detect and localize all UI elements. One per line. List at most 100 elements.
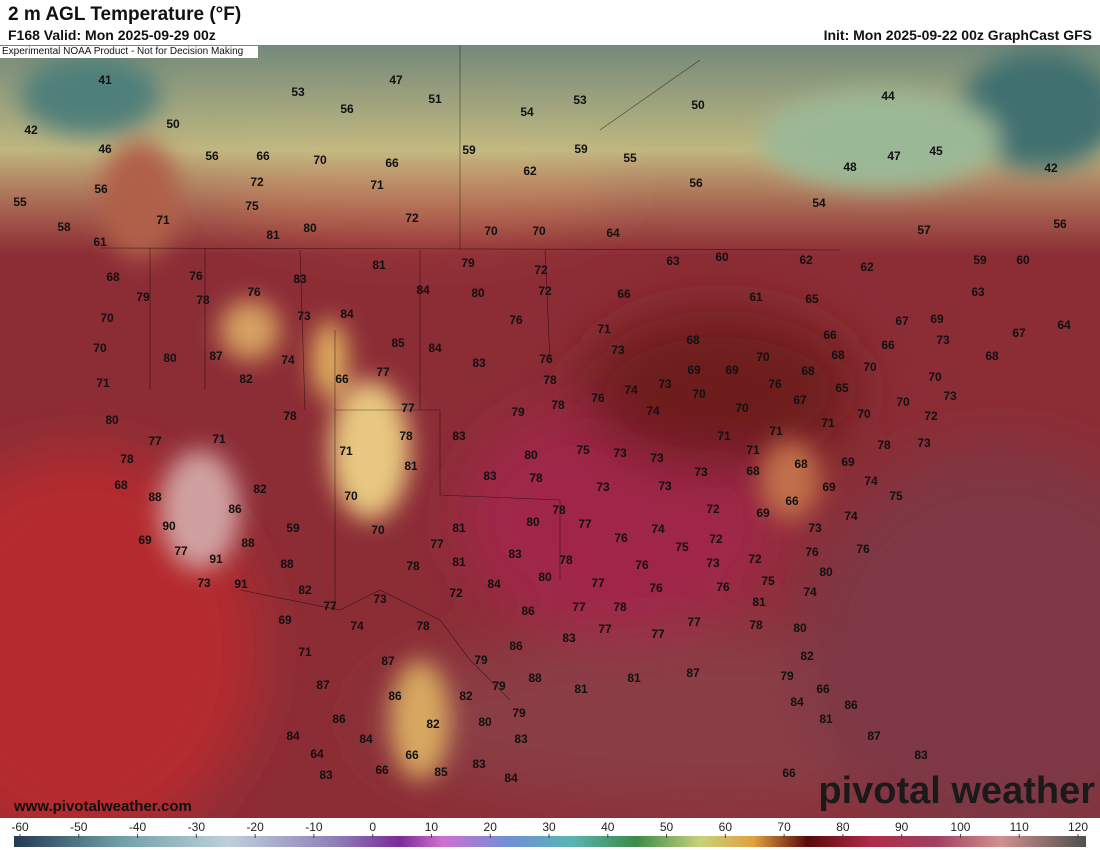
temperature-label: 79 <box>461 256 475 270</box>
temperature-label: 84 <box>428 341 442 355</box>
temperature-label: 70 <box>863 360 877 374</box>
temperature-label: 77 <box>148 434 162 448</box>
temperature-label: 58 <box>57 220 71 234</box>
disclaimer: Experimental NOAA Product - Not for Deci… <box>2 46 244 57</box>
temperature-label: 78 <box>551 398 565 412</box>
temperature-label: 81 <box>819 712 833 726</box>
temperature-label: 64 <box>1057 318 1071 332</box>
temperature-label: 53 <box>291 85 305 99</box>
temperature-label: 76 <box>189 269 203 283</box>
temperature-label: 70 <box>857 407 871 421</box>
temperature-label: 70 <box>532 224 546 238</box>
temperature-label: 87 <box>316 678 330 692</box>
temperature-label: 78 <box>406 559 420 573</box>
temperature-label: 70 <box>484 224 498 238</box>
temperature-label: 68 <box>794 457 808 471</box>
temperature-label: 86 <box>521 604 535 618</box>
temperature-label: 69 <box>138 533 152 547</box>
temperature-label: 72 <box>709 532 723 546</box>
temperature-label: 65 <box>835 381 849 395</box>
temperature-label: 79 <box>492 679 506 693</box>
temperature-label: 73 <box>658 377 672 391</box>
temperature-label: 72 <box>748 552 762 566</box>
temperature-label: 54 <box>812 196 826 210</box>
temperature-label: 76 <box>716 580 730 594</box>
temperature-label: 70 <box>371 523 385 537</box>
temperature-label: 87 <box>686 666 700 680</box>
temperature-label: 59 <box>286 521 300 535</box>
colorbar-tick-label: 10 <box>425 820 439 834</box>
temperature-label: 84 <box>359 732 373 746</box>
temperature-label: 88 <box>241 536 255 550</box>
colorbar-tick-label: 40 <box>601 820 615 834</box>
temperature-label: 73 <box>936 333 950 347</box>
map-field <box>0 45 1100 818</box>
colorbar-tick-label: 30 <box>542 820 556 834</box>
temperature-label: 69 <box>725 363 739 377</box>
temperature-label: 57 <box>917 223 931 237</box>
temperature-label: 64 <box>310 747 324 761</box>
temperature-label: 71 <box>212 432 226 446</box>
temperature-label: 73 <box>706 556 720 570</box>
temperature-label: 60 <box>715 250 729 264</box>
temperature-label: 55 <box>623 151 637 165</box>
temperature-label: 59 <box>574 142 588 156</box>
temperature-label: 81 <box>404 459 418 473</box>
temperature-label: 66 <box>256 149 270 163</box>
temperature-label: 84 <box>340 307 354 321</box>
temperature-label: 76 <box>635 558 649 572</box>
temperature-label: 69 <box>687 363 701 377</box>
temperature-label: 76 <box>805 545 819 559</box>
borders <box>99 45 841 701</box>
temperature-label: 67 <box>895 314 909 328</box>
temperature-label: 70 <box>756 350 770 364</box>
temperature-label: 83 <box>514 732 528 746</box>
temperature-label: 74 <box>281 353 295 367</box>
temperature-label: 88 <box>148 490 162 504</box>
temperature-label: 68 <box>985 349 999 363</box>
temperature-label: 76 <box>509 313 523 327</box>
temperature-label: 73 <box>650 451 664 465</box>
temperature-label: 76 <box>247 285 261 299</box>
temperature-label: 74 <box>864 474 878 488</box>
temperature-label: 70 <box>93 341 107 355</box>
temperature-label: 77 <box>174 544 188 558</box>
temperature-label: 74 <box>803 585 817 599</box>
temperature-label: 59 <box>973 253 987 267</box>
temperature-label: 76 <box>649 581 663 595</box>
temperature-label: 72 <box>250 175 264 189</box>
temperature-label: 80 <box>478 715 492 729</box>
temperature-label: 83 <box>293 272 307 286</box>
temperature-label: 81 <box>574 682 588 696</box>
temperature-label: 69 <box>822 480 836 494</box>
temperature-label: 56 <box>689 176 703 190</box>
temperature-label: 64 <box>606 226 620 240</box>
temperature-label: 76 <box>768 377 782 391</box>
temperature-label: 73 <box>197 576 211 590</box>
temperature-label: 74 <box>646 404 660 418</box>
temperature-label: 80 <box>526 515 540 529</box>
temperature-label: 71 <box>96 376 110 390</box>
temperature-label: 73 <box>808 521 822 535</box>
temperature-label: 56 <box>94 182 108 196</box>
footer-url: www.pivotalweather.com <box>13 798 192 815</box>
temperature-label: 78 <box>877 438 891 452</box>
temperature-label: 59 <box>462 143 476 157</box>
temperature-label: 41 <box>98 73 112 87</box>
temperature-label: 80 <box>793 621 807 635</box>
temperature-label: 72 <box>538 284 552 298</box>
colorbar-tick-label: -50 <box>70 820 88 834</box>
temperature-label: 61 <box>749 290 763 304</box>
colorbar-tick-label: 70 <box>777 820 791 834</box>
temperature-label: 77 <box>323 599 337 613</box>
colorbar-tick-label: 120 <box>1068 820 1088 834</box>
temperature-label: 62 <box>523 164 537 178</box>
temperature-label: 77 <box>376 365 390 379</box>
temperature-label: 80 <box>471 286 485 300</box>
temperature-label: 66 <box>782 766 796 780</box>
temperature-label: 73 <box>658 479 672 493</box>
init-time: Init: Mon 2025-09-22 00z GraphCast GFS <box>823 27 1092 43</box>
temperature-label: 88 <box>280 557 294 571</box>
temperature-label: 45 <box>929 144 943 158</box>
temperature-label: 70 <box>692 387 706 401</box>
